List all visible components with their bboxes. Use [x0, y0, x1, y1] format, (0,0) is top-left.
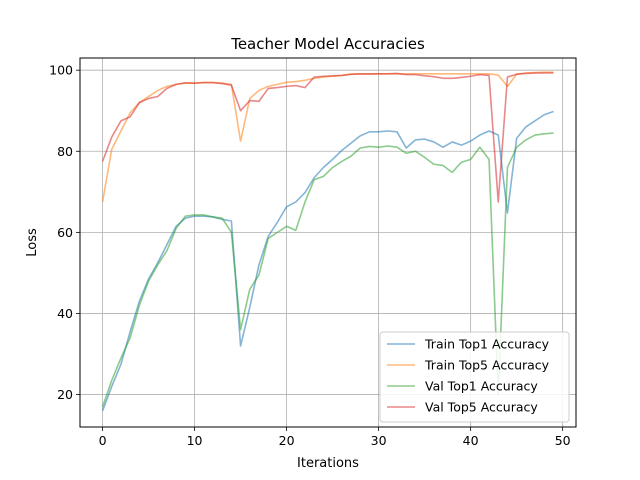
x-tick-label: 30: [371, 433, 387, 448]
y-axis-title: Loss: [25, 228, 40, 257]
plot-area-frame: [79, 57, 577, 428]
legend-label: Train Top1 Accuracy: [424, 337, 550, 352]
legend-box: [379, 331, 570, 423]
x-tick-label: 10: [187, 433, 203, 448]
legend-label: Train Top5 Accuracy: [424, 358, 550, 373]
y-tick-label: 100: [49, 63, 73, 78]
axis-ticks: 0 10 20 30 40 50 20 40 60 80 100: [49, 63, 571, 448]
legend-label: Val Top5 Accuracy: [425, 400, 538, 415]
series-lines: [101, 71, 554, 412]
grid-lines: [80, 58, 576, 427]
x-tick-label: 0: [99, 433, 107, 448]
series-line-1: [101, 110, 554, 412]
y-tick-label: 40: [57, 306, 73, 321]
series-line-4: [101, 72, 554, 203]
x-tick-label: 40: [463, 433, 479, 448]
legend: Train Top1 Accuracy Train Top5 Accuracy Va…: [379, 331, 570, 423]
series-line-3: [101, 132, 554, 407]
x-tick-label: 50: [555, 433, 571, 448]
chart-title: Teacher Model Accuracies: [230, 35, 425, 53]
x-axis-title: Iterations: [297, 456, 359, 471]
y-tick-label: 80: [57, 144, 73, 159]
legend-label: Val Top1 Accuracy: [425, 379, 538, 394]
x-tick-label: 20: [279, 433, 295, 448]
y-tick-label: 60: [57, 225, 73, 240]
y-tick-label: 20: [57, 387, 73, 402]
